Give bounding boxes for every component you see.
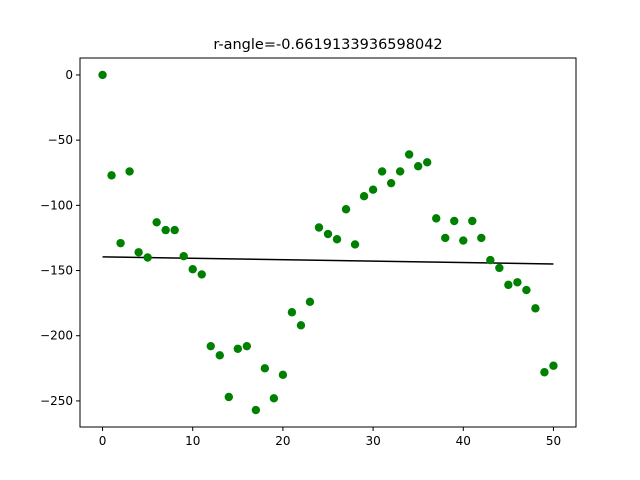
scatter-point <box>468 216 477 226</box>
scatter-point <box>125 167 134 176</box>
scatter-point <box>350 240 360 249</box>
scatter-point <box>116 238 125 248</box>
scatter-point <box>459 236 468 245</box>
x-tick-label: 40 <box>456 434 471 448</box>
scatter-point <box>143 253 152 262</box>
scatter-point <box>504 280 513 290</box>
scatter-point <box>278 370 288 380</box>
x-tick-label: 0 <box>99 434 107 448</box>
scatter-point <box>98 70 107 80</box>
x-tick-label: 30 <box>365 434 380 448</box>
x-axis: 0 10 20 30 40 50 <box>99 427 561 448</box>
scatter-point <box>170 225 179 235</box>
scatter-point <box>260 364 270 373</box>
scatter-point <box>540 368 549 377</box>
scatter-point <box>477 233 486 243</box>
scatter-point <box>296 321 306 330</box>
scatter-point <box>441 233 450 243</box>
scatter-point <box>269 394 279 403</box>
scatter-point <box>224 392 233 402</box>
x-tick-label: 50 <box>546 434 561 448</box>
scatter-point <box>206 341 215 351</box>
scatter-point <box>179 251 188 261</box>
scatter-point <box>450 216 459 226</box>
x-tick-label: 20 <box>275 434 290 448</box>
scatter-point <box>368 185 378 194</box>
scatter-point <box>522 285 531 295</box>
scatter-point <box>305 297 315 307</box>
scatter-point <box>197 270 206 279</box>
scatter-point <box>215 351 224 360</box>
scatter-point <box>377 167 387 176</box>
y-tick-label: −50 <box>48 133 73 147</box>
scatter-point <box>188 265 197 274</box>
y-tick-label: −100 <box>40 198 73 212</box>
fit-line-layer <box>102 256 554 265</box>
scatter-point <box>341 205 351 214</box>
scatter-point <box>386 178 396 188</box>
scatter-point <box>107 171 116 180</box>
scatter-point <box>549 361 558 370</box>
y-tick-label: 0 <box>65 68 73 82</box>
scatter-point <box>432 214 441 223</box>
data-points <box>98 70 558 415</box>
scatter-point <box>332 235 342 244</box>
scatter-point <box>513 278 522 287</box>
scatter-point <box>486 255 495 265</box>
y-axis: 0 −50 −100 −150 −200 −250 <box>40 68 80 408</box>
scatter-point <box>242 341 252 351</box>
chart-title: r-angle=-0.6619133936598042 <box>213 37 442 53</box>
scatter-point <box>251 405 261 415</box>
plot-frame <box>79 57 577 428</box>
scatter-point <box>395 167 405 176</box>
scatter-point <box>287 308 297 317</box>
scatter-point <box>161 225 170 235</box>
scatter-point <box>404 150 414 159</box>
scatter-point <box>323 229 333 239</box>
y-tick-label: −200 <box>40 329 73 343</box>
scatter-point <box>413 162 423 171</box>
scatter-point <box>423 158 432 167</box>
scatter-point <box>233 344 243 353</box>
scatter-point <box>495 263 504 273</box>
scatter-point <box>531 304 540 313</box>
y-tick-label: −250 <box>40 394 73 408</box>
scatter-point <box>134 248 143 257</box>
y-tick-label: −150 <box>40 264 73 278</box>
scatter-point <box>152 218 161 227</box>
scatter-point <box>359 192 369 201</box>
scatter-point <box>314 223 324 232</box>
x-tick-label: 10 <box>185 434 200 448</box>
fit-line <box>102 256 554 265</box>
